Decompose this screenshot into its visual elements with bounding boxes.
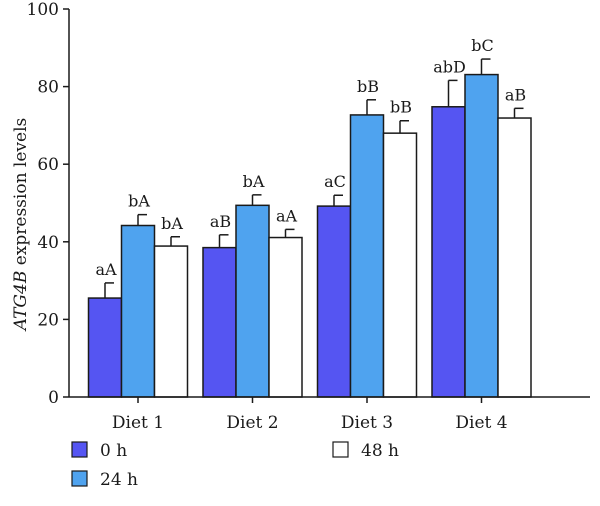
x-tick-label: Diet 4 — [455, 413, 507, 433]
bar — [316, 205, 352, 398]
significance-label: aB — [505, 85, 526, 104]
bar — [431, 106, 466, 398]
significance-label: bA — [128, 192, 150, 211]
x-tick-label: Diet 1 — [112, 413, 164, 433]
bar — [153, 245, 189, 398]
y-tick-label: 40 — [37, 233, 59, 253]
legend-swatch — [71, 441, 88, 458]
bar — [349, 114, 385, 398]
y-tick-label: 80 — [37, 78, 59, 98]
y-axis-label-text: expression levels — [11, 118, 31, 271]
bar — [235, 204, 270, 398]
significance-label: bB — [357, 77, 379, 96]
bar — [120, 224, 156, 398]
significance-label: bC — [471, 36, 493, 55]
bar — [202, 246, 237, 398]
significance-label: aC — [324, 172, 346, 191]
bar — [382, 132, 418, 398]
significance-label: aA — [276, 206, 298, 225]
significance-label: aB — [210, 212, 231, 231]
significance-label: abD — [433, 57, 466, 76]
y-tick-label: 100 — [27, 0, 59, 20]
y-tick-label: 0 — [48, 388, 59, 408]
y-axis-label: ATG4B expression levels — [11, 118, 31, 333]
significance-label: bB — [390, 98, 412, 117]
y-tick-label: 60 — [37, 155, 59, 175]
legend-swatch — [332, 441, 349, 458]
x-tick-label: Diet 2 — [226, 413, 278, 433]
significance-label: aA — [95, 260, 117, 279]
bar — [268, 236, 303, 398]
x-tick-label: Diet 3 — [341, 413, 393, 433]
y-axis-label-gene: ATG4B — [11, 271, 31, 333]
y-tick-label: 20 — [37, 310, 59, 330]
bar — [87, 297, 123, 398]
legend: 0 h 24 h 48 h — [71, 441, 399, 490]
bar — [497, 117, 532, 398]
legend-label: 48 h — [361, 441, 399, 461]
plot-area: aA aB aC abD bA bA bB bC bA aA bB aB 0 20 40 60 80 100 Die… — [27, 0, 590, 433]
bar — [464, 73, 499, 398]
significance-label: bA — [161, 214, 183, 233]
significance-label: bA — [243, 172, 265, 191]
legend-label: 0 h — [100, 441, 127, 461]
legend-label: 24 h — [100, 470, 138, 490]
legend-swatch — [71, 470, 88, 487]
